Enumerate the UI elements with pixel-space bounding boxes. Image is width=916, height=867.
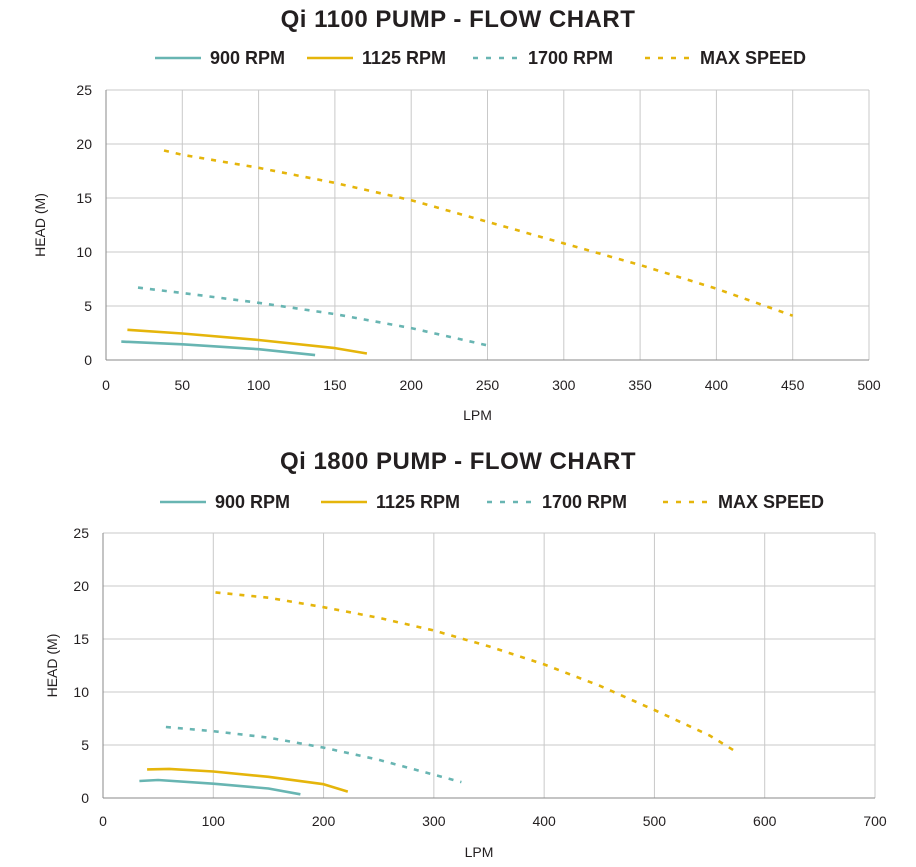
y-tick-label: 20 <box>76 136 92 152</box>
x-tick-label: 300 <box>552 377 576 393</box>
series-line-900-rpm <box>121 340 316 357</box>
x-tick-label: 0 <box>99 813 107 829</box>
y-tick-label: 0 <box>81 790 89 806</box>
y-tick-label: 10 <box>73 684 89 700</box>
series-line-max-speed <box>215 591 738 754</box>
x-tick-label: 500 <box>643 813 667 829</box>
y-tick-label: 5 <box>84 298 92 314</box>
y-tick-label: 10 <box>76 244 92 260</box>
y-tick-label: 5 <box>81 737 89 753</box>
x-tick-label: 150 <box>323 377 347 393</box>
y-tick-label: 15 <box>76 190 92 206</box>
series-line-900-rpm <box>139 778 301 796</box>
series-line-1700-rpm <box>165 725 462 784</box>
chart-title: Qi 1800 PUMP - FLOW CHART <box>279 448 637 475</box>
legend-label-1700-rpm: 1700 RPM <box>528 48 613 68</box>
x-tick-label: 500 <box>857 377 881 393</box>
y-tick-label: 25 <box>73 525 89 541</box>
x-tick-label: 350 <box>628 377 652 393</box>
x-axis-label: LPM <box>465 844 494 860</box>
y-axis-label: HEAD (M) <box>44 634 60 698</box>
x-tick-label: 200 <box>400 377 424 393</box>
series-line-1125-rpm <box>147 767 349 793</box>
legend-label-1125-rpm: 1125 RPM <box>362 48 446 68</box>
legend-label-900-rpm: 900 RPM <box>215 492 290 512</box>
legend-label-1700-rpm: 1700 RPM <box>542 492 627 512</box>
x-tick-label: 300 <box>422 813 446 829</box>
legend-label-1125-rpm: 1125 RPM <box>376 492 460 512</box>
x-tick-label: 400 <box>532 813 556 829</box>
legend-label-max-speed: MAX SPEED <box>718 492 824 512</box>
x-axis-label: LPM <box>463 407 492 423</box>
x-tick-label: 100 <box>247 377 271 393</box>
x-tick-label: 400 <box>705 377 729 393</box>
x-tick-label: 250 <box>476 377 500 393</box>
x-tick-label: 200 <box>312 813 336 829</box>
x-tick-label: 600 <box>753 813 777 829</box>
y-tick-label: 0 <box>84 352 92 368</box>
x-tick-label: 700 <box>863 813 887 829</box>
y-axis-label: HEAD (M) <box>32 193 48 257</box>
x-tick-label: 450 <box>781 377 805 393</box>
legend-label-max-speed: MAX SPEED <box>700 48 806 68</box>
series-line-1125-rpm <box>127 328 368 355</box>
chart-svg: 0 50 100 150 200 250 300 350 400 450 500 0 5 10 15 20 25… <box>32 48 881 423</box>
series-line-max-speed <box>163 149 794 317</box>
chart-qi-1800: Qi 1800 PUMP - FLOW CHART 0 100 200 300 400 5… <box>0 440 916 862</box>
y-tick-label: 20 <box>73 578 89 594</box>
legend-label-900-rpm: 900 RPM <box>210 48 285 68</box>
chart-qi-1100: Qi 1100 PUMP - FLOW CHART 0 50 100 150 200 25… <box>0 0 916 431</box>
x-tick-label: 0 <box>102 377 110 393</box>
series-line-1700-rpm <box>137 286 488 347</box>
x-tick-label: 100 <box>202 813 226 829</box>
y-tick-label: 25 <box>76 82 92 98</box>
chart-svg: 0 100 200 300 400 500 600 700 0 5 10 15 20 25 LPM HEAD … <box>44 492 887 860</box>
y-tick-label: 15 <box>73 631 89 647</box>
chart-title: Qi 1100 PUMP - FLOW CHART <box>280 6 636 33</box>
x-tick-label: 50 <box>175 377 191 393</box>
